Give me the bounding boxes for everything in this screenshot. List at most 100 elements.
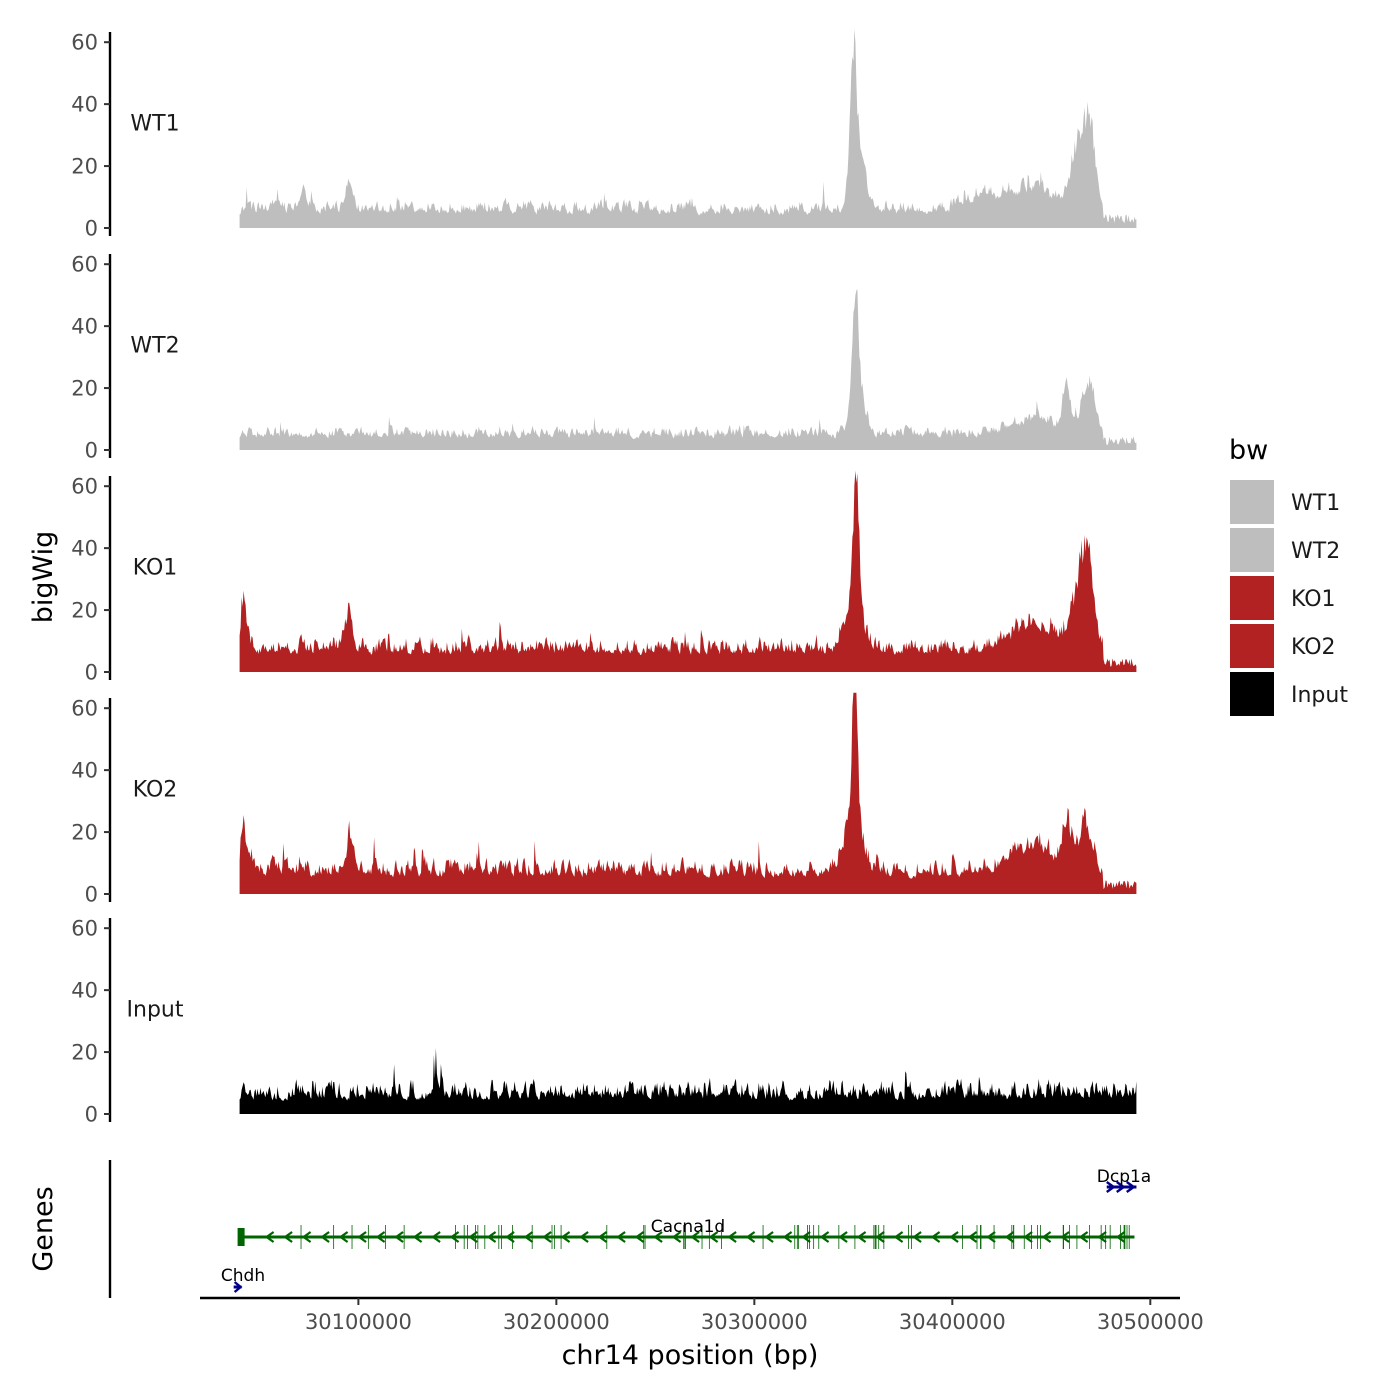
strand-arrow xyxy=(801,1231,811,1243)
strand-arrow xyxy=(727,1231,737,1243)
x-axis: 30100000 30200000 30300000 30400000 30500000 xyxy=(200,1296,1204,1334)
strand-arrow xyxy=(912,1231,922,1243)
strand-arrow xyxy=(431,1231,441,1243)
legend-swatch xyxy=(1230,528,1274,572)
strand-arrow xyxy=(616,1231,626,1243)
strand-arrow xyxy=(838,1231,848,1243)
y-tick-label: 20 xyxy=(71,821,98,845)
strand-arrow xyxy=(1097,1231,1107,1243)
signal-area-wt2 xyxy=(239,289,1137,450)
strand-arrow xyxy=(338,1231,349,1243)
strand-arrow xyxy=(468,1231,478,1243)
y-tick-label: 20 xyxy=(71,377,98,401)
strand-arrow xyxy=(579,1231,589,1243)
strand-arrow xyxy=(1106,1181,1116,1193)
signal-area-ko1 xyxy=(239,470,1137,672)
track-label: WT2 xyxy=(130,334,179,359)
strand-arrow xyxy=(542,1231,552,1243)
y-tick-label: 40 xyxy=(71,759,98,783)
y-tick-label: 0 xyxy=(85,661,98,685)
y-axis-title: bigWig xyxy=(28,531,59,624)
strand-arrow xyxy=(745,1231,756,1243)
legend-entry-wt2: WT2 xyxy=(1230,528,1340,572)
y-tick-label: 60 xyxy=(71,697,98,721)
legend-swatch xyxy=(1230,672,1274,716)
track-wt2: 0 20 40 60 WT2 xyxy=(71,253,1137,463)
strand-arrow xyxy=(782,1231,793,1243)
gene-chdh: Chdh xyxy=(221,1266,265,1293)
legend-entry-wt1: WT1 xyxy=(1230,480,1340,524)
y-tick-label: 20 xyxy=(71,1041,98,1065)
strand-arrow xyxy=(930,1231,941,1243)
strand-arrow xyxy=(634,1231,645,1243)
gene-cacna1d: Cacna1d xyxy=(237,1217,1135,1249)
y-tick-label: 0 xyxy=(85,217,98,241)
strand-arrow xyxy=(375,1231,386,1243)
y-tick-label: 60 xyxy=(71,31,98,55)
strand-arrow xyxy=(394,1231,404,1243)
legend-label: Input xyxy=(1291,683,1348,708)
strand-arrow xyxy=(264,1231,275,1243)
x-axis-title: chr14 position (bp) xyxy=(562,1340,819,1371)
legend-entry-ko1: KO1 xyxy=(1230,576,1336,620)
strand-arrow xyxy=(967,1231,978,1243)
x-tick-label: 30100000 xyxy=(305,1310,412,1334)
legend-label: WT1 xyxy=(1291,491,1340,516)
legend-title: bw xyxy=(1229,435,1268,466)
y-tick-label: 0 xyxy=(85,439,98,463)
strand-arrow xyxy=(690,1231,700,1243)
strand-arrow xyxy=(412,1231,423,1243)
strand-arrow xyxy=(708,1231,719,1243)
y-tick-label: 60 xyxy=(71,253,98,277)
y-tick-label: 20 xyxy=(71,599,98,623)
gene-track-title: Genes xyxy=(28,1186,59,1271)
track-label: KO2 xyxy=(133,778,178,803)
y-tick-label: 60 xyxy=(71,917,98,941)
strand-arrow xyxy=(1060,1231,1070,1243)
track-label: Input xyxy=(127,998,184,1023)
legend-swatch xyxy=(1230,480,1274,524)
gene-label: Chdh xyxy=(221,1266,265,1286)
signal-area-ko2 xyxy=(239,692,1137,894)
signal-area-wt1 xyxy=(239,28,1137,229)
signal-area-input xyxy=(239,1048,1137,1114)
gene-dcp1a: Dcp1a xyxy=(1097,1167,1151,1193)
legend-swatch xyxy=(1230,576,1274,620)
strand-arrow xyxy=(1041,1231,1052,1243)
legend-swatch xyxy=(1230,624,1274,668)
strand-arrow xyxy=(560,1231,571,1243)
track-label: WT1 xyxy=(130,112,179,137)
strand-arrow xyxy=(1023,1231,1033,1243)
strand-arrow xyxy=(949,1231,959,1243)
strand-arrow xyxy=(449,1231,460,1243)
strand-arrow xyxy=(233,1281,243,1293)
strand-arrow xyxy=(1115,1231,1126,1243)
strand-arrow xyxy=(893,1231,904,1243)
gene-label: Cacna1d xyxy=(651,1217,725,1237)
y-tick-label: 40 xyxy=(71,537,98,561)
legend-label: WT2 xyxy=(1291,539,1340,564)
legend-entry-input: Input xyxy=(1230,672,1348,716)
y-tick-label: 0 xyxy=(85,883,98,907)
y-tick-label: 40 xyxy=(71,979,98,1003)
strand-arrow xyxy=(1116,1181,1126,1193)
strand-arrow xyxy=(320,1231,330,1243)
genes-layer: Dcp1a Cacna1d Chdh xyxy=(108,1160,1151,1298)
strand-arrow xyxy=(1004,1231,1015,1243)
strand-arrow xyxy=(986,1231,996,1243)
legend-label: KO2 xyxy=(1291,635,1336,660)
gene-label: Dcp1a xyxy=(1097,1167,1151,1187)
strand-arrow xyxy=(856,1231,867,1243)
track-ko1: 0 20 40 60 KO1 xyxy=(71,470,1137,685)
strand-arrow xyxy=(357,1231,367,1243)
tracks-layer: 0 20 40 60 WT1 0 20 40 60 WT2 0 20 40 60 KO1 0 20 40 60 KO2… xyxy=(71,28,1137,1127)
strand-arrow xyxy=(523,1231,534,1243)
y-tick-label: 60 xyxy=(71,475,98,499)
strand-arrow xyxy=(301,1231,312,1243)
y-tick-label: 20 xyxy=(71,155,98,179)
x-tick-label: 30300000 xyxy=(701,1310,808,1334)
strand-arrow xyxy=(1078,1231,1089,1243)
track-wt1: 0 20 40 60 WT1 xyxy=(71,28,1137,241)
legend-entry-ko2: KO2 xyxy=(1230,624,1336,668)
